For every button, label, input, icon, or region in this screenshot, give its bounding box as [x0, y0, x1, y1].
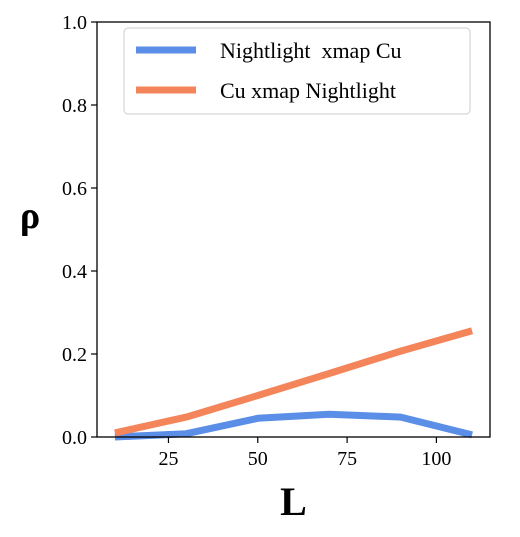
plot-lines [114, 327, 474, 441]
x-axis-title: L [280, 479, 307, 524]
y-tick-label: 0.8 [62, 95, 87, 117]
series-line-2 [114, 327, 474, 437]
y-tick-label: 0.2 [62, 344, 87, 366]
y-tick-label: 0.6 [62, 178, 87, 200]
series-line-1 [114, 410, 473, 441]
y-axis-title: ρ [20, 195, 40, 237]
legend-label-1: Nightlight xmap Cu [220, 38, 402, 63]
legend-box [123, 27, 471, 115]
y-tick-label: 1.0 [62, 12, 87, 34]
plot-frame [96, 21, 491, 438]
legend: Nightlight xmap Cu Cu xmap Nightlight [123, 27, 471, 115]
x-tick-label: 50 [248, 448, 268, 470]
y-axis: 0.0 0.2 0.4 0.6 0.8 1.0 [62, 12, 97, 449]
y-tick-label: 0.4 [62, 261, 87, 283]
y-tick-label: 0.0 [62, 427, 87, 449]
x-tick-label: 25 [158, 448, 178, 470]
legend-label-2: Cu xmap Nightlight [220, 78, 396, 103]
x-tick-label: 100 [421, 448, 451, 470]
x-axis: 25 50 75 100 [158, 437, 451, 470]
x-tick-label: 75 [337, 448, 357, 470]
